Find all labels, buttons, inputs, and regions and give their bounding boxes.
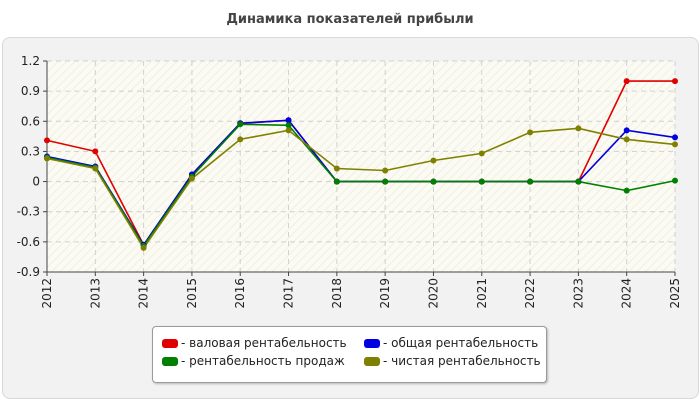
series-point-3 (478, 150, 485, 157)
legend-swatch-gross-margin (162, 338, 178, 348)
series-point-1 (623, 127, 630, 134)
x-tick-label: 2023 (571, 278, 585, 309)
series-point-2 (382, 178, 389, 185)
series-point-2 (575, 178, 582, 185)
x-tick-label: 2020 (426, 278, 440, 309)
series-point-3 (382, 167, 389, 174)
series-point-2 (333, 178, 340, 185)
x-tick-label: 2018 (330, 278, 344, 309)
x-tick-label: 2024 (620, 278, 634, 309)
series-point-0 (92, 148, 99, 155)
legend-item-total-margin: - общая рентабельность (364, 336, 538, 350)
x-tick-label: 2025 (668, 278, 682, 309)
series-line-3 (46, 127, 676, 250)
x-tick-label: 2022 (523, 278, 537, 309)
legend-label-net-margin: - чистая рентабельность (383, 354, 541, 368)
x-tick-label: 2012 (40, 278, 54, 309)
series-point-3 (333, 165, 340, 172)
chart-legend: - валовая рентабельность - общая рентабе… (152, 326, 547, 383)
series-point-3 (672, 141, 678, 148)
legend-swatch-net-margin (364, 356, 380, 366)
x-tick-label: 2015 (185, 278, 199, 309)
x-tick-label: 2013 (88, 278, 102, 309)
series-point-2 (430, 178, 437, 185)
legend-label-sales-margin: - рентабельность продаж (181, 354, 345, 368)
y-tick-label: -0.3 (17, 205, 40, 219)
series-point-2 (672, 177, 678, 184)
x-tick-label: 2017 (282, 278, 296, 309)
series-point-0 (623, 78, 630, 85)
series-point-3 (527, 129, 534, 136)
x-tick-label: 2021 (475, 278, 489, 309)
legend-swatch-sales-margin (162, 356, 178, 366)
y-tick-label: 0.6 (21, 114, 40, 128)
series-point-3 (285, 127, 292, 134)
legend-label-total-margin: - общая рентабельность (383, 336, 539, 350)
series-line-2 (46, 123, 676, 248)
x-tick-label: 2014 (137, 278, 151, 309)
series-point-3 (44, 155, 50, 162)
x-tick-label: 2016 (233, 278, 247, 309)
series-point-3 (430, 157, 437, 164)
y-tick-label: 1.2 (21, 54, 40, 68)
series-point-3 (623, 136, 630, 143)
series-point-3 (237, 136, 244, 143)
y-tick-label: -0.6 (17, 235, 40, 249)
legend-label-gross-margin: - валовая рентабельность (181, 336, 347, 350)
chart-title: Динамика показателей прибыли (226, 12, 474, 27)
series-point-1 (672, 134, 678, 141)
legend-item-gross-margin: - валовая рентабельность (162, 336, 347, 350)
series-point-3 (188, 175, 195, 182)
y-tick-label: 0.9 (21, 84, 40, 98)
x-tick-label: 2019 (378, 278, 392, 309)
y-tick-label: 0 (32, 175, 40, 189)
series-point-0 (44, 137, 50, 144)
series-point-3 (140, 244, 147, 251)
y-tick-label: 0.3 (21, 144, 40, 158)
series-point-0 (672, 78, 678, 85)
series-point-2 (478, 178, 485, 185)
legend-swatch-total-margin (364, 338, 380, 348)
series-point-2 (237, 121, 244, 128)
y-tick-label: -0.9 (17, 265, 40, 279)
series-point-2 (285, 122, 292, 129)
series-point-3 (575, 125, 582, 132)
series-point-2 (623, 187, 630, 194)
legend-item-sales-margin: - рентабельность продаж (162, 354, 345, 368)
series-point-1 (285, 117, 292, 124)
legend-item-net-margin: - чистая рентабельность (364, 354, 541, 368)
series-point-3 (92, 165, 99, 172)
series-point-2 (527, 178, 534, 185)
